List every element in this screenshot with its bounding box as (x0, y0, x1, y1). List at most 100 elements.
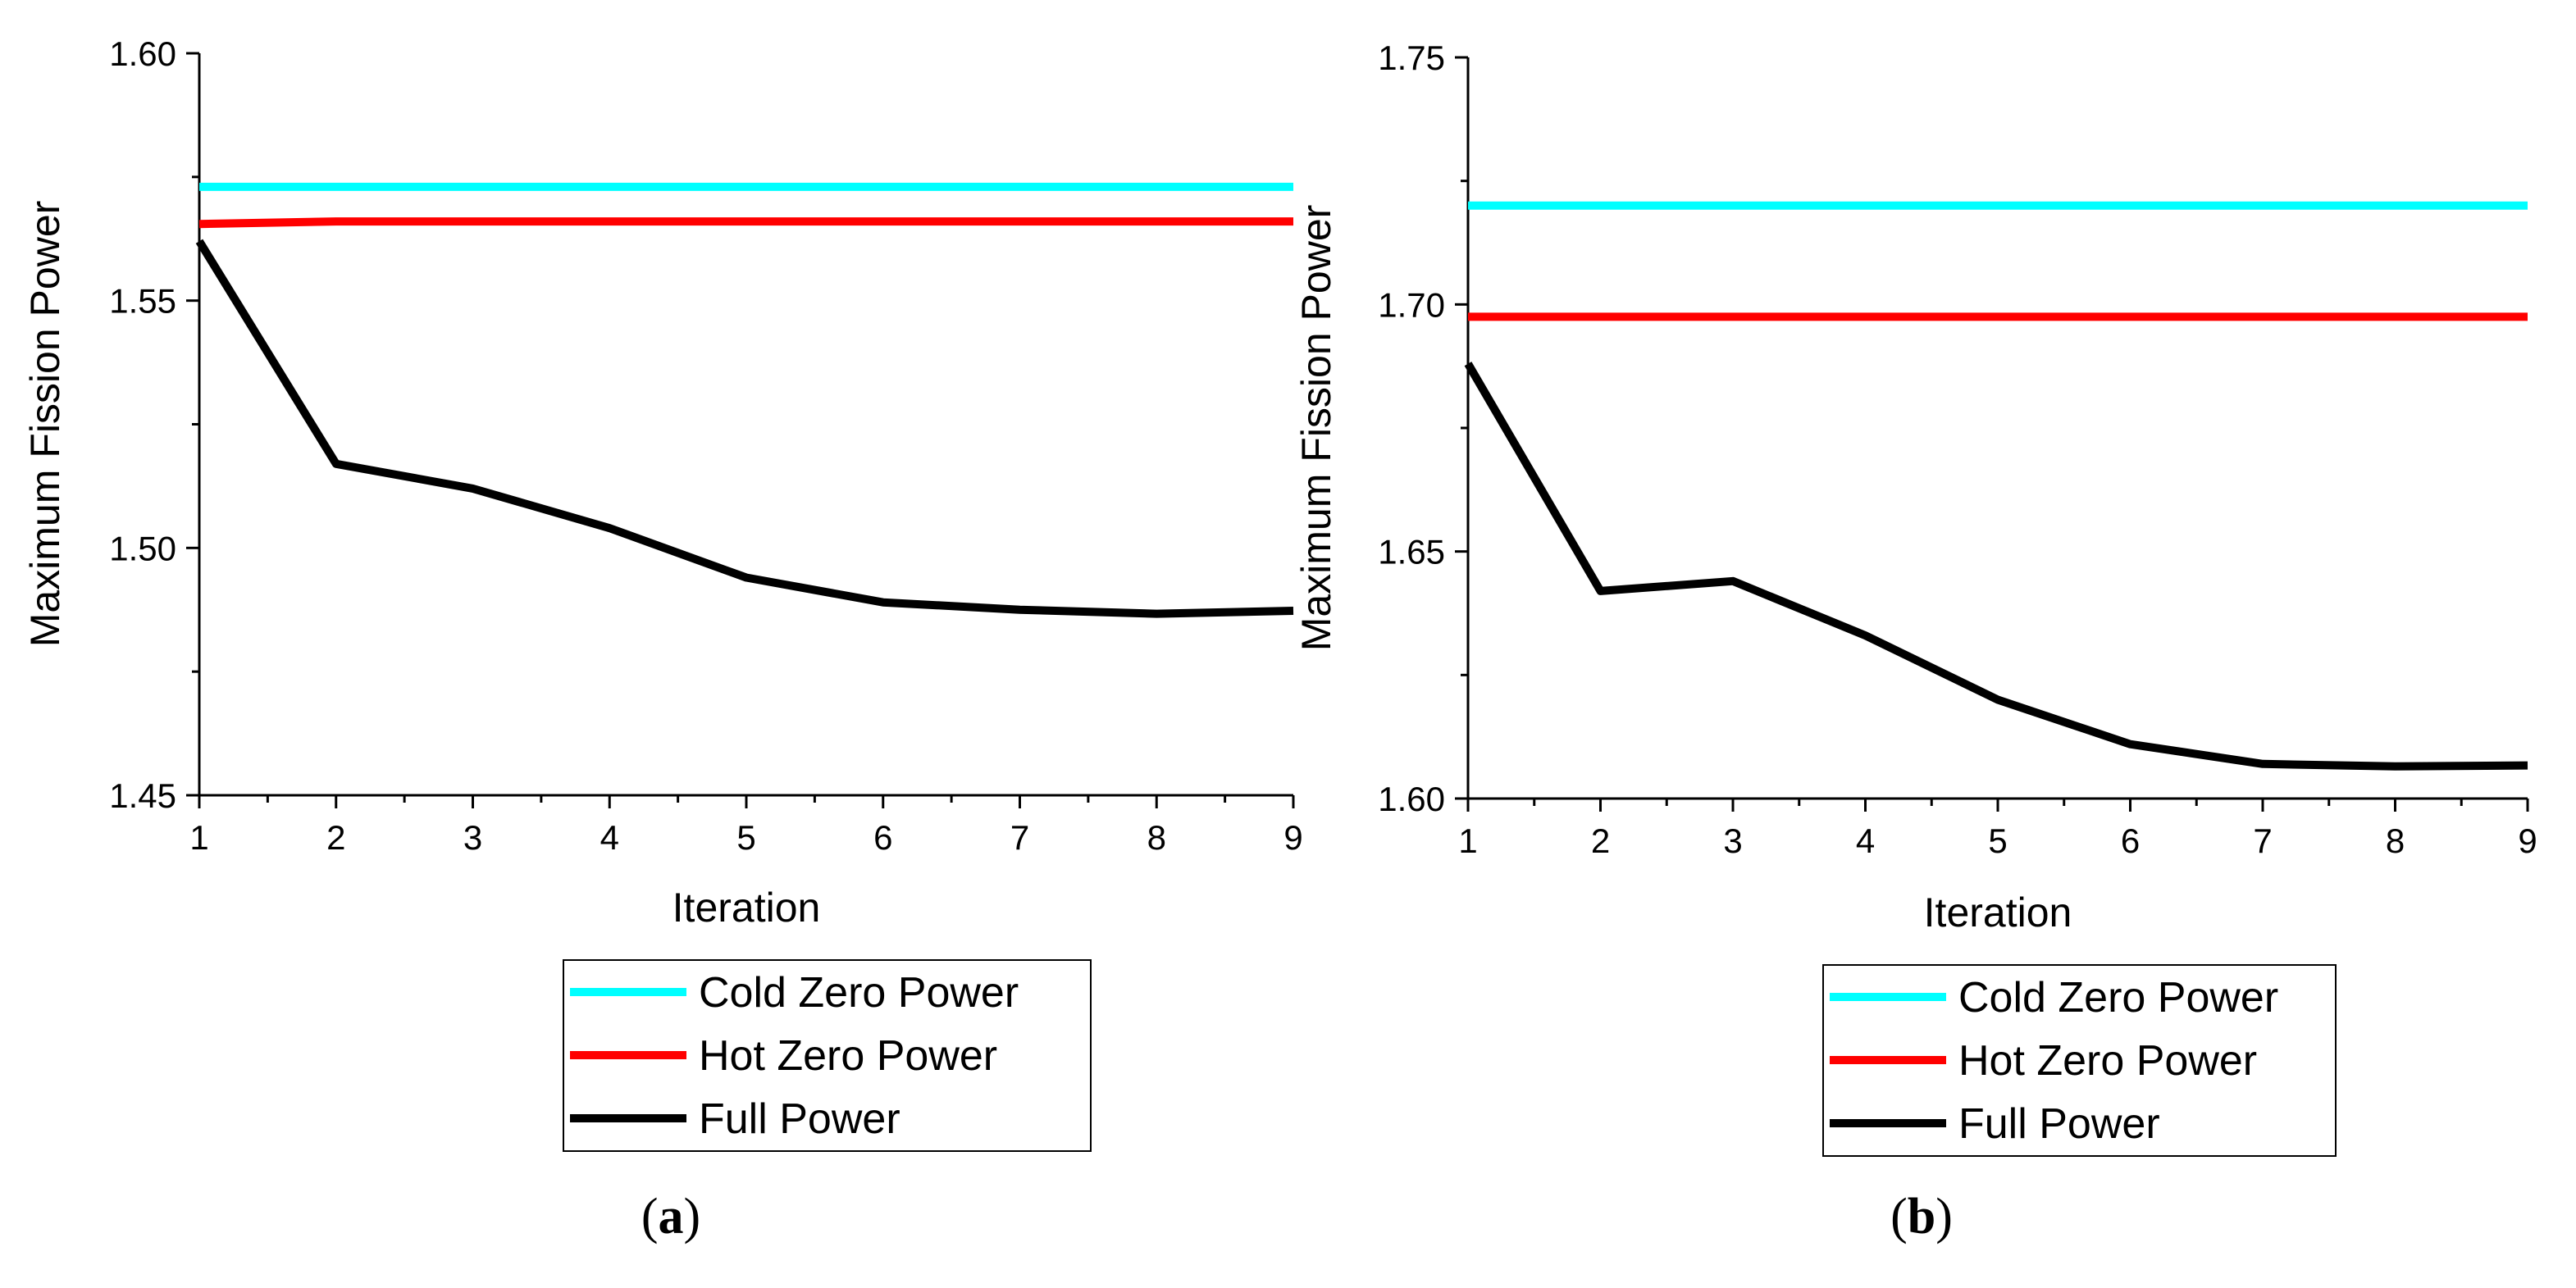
chart1-legend: Cold Zero Power Hot Zero Power Full Power (1822, 964, 2337, 1157)
chart1-x-tick-label: 5 (1988, 821, 2007, 860)
chart0-cold-zero-power-point (882, 186, 883, 187)
chart1-hot-zero-power-point (1733, 316, 1734, 317)
chart1-full-power-point (1733, 580, 1734, 581)
chart1-x-tick-label: 3 (1723, 821, 1742, 860)
chart0-cold-zero-power-point (199, 186, 200, 187)
chart0-hot-zero-power-point (472, 221, 473, 222)
chart0-hot-zero-power-point (746, 221, 747, 222)
chart0-x-tick-label: 4 (600, 818, 619, 857)
chart1-cold-zero-power-point (1865, 205, 1866, 206)
chart1-panel-label-close: ) (1935, 1189, 1953, 1245)
chart1-hot-zero-power-point (1600, 316, 1601, 317)
chart1-y-tick-label: 1.75 (1378, 39, 1445, 77)
chart1-panel-label-open: ( (1890, 1189, 1908, 1245)
chart1-cold-zero-power-point (2263, 205, 2264, 206)
chart0-cold-zero-power-point (1293, 186, 1294, 187)
chart0-full-power-point (746, 577, 747, 578)
chart0-hot-zero-power-point (1019, 221, 1020, 222)
chart1-hot-zero-power-point (2130, 316, 2131, 317)
chart1-cold-zero-power-point (1733, 205, 1734, 206)
chart1-hot-zero-power-point (2263, 316, 2264, 317)
chart0-y-tick-label: 1.45 (109, 776, 176, 815)
chart0-cold-zero-power-point (746, 186, 747, 187)
chart1-x-tick-label: 7 (2253, 821, 2272, 860)
chart0-cold-zero-power-point (1156, 186, 1157, 187)
chart0-full-power-point (199, 241, 200, 242)
chart0-cold-zero-power-point (609, 186, 610, 187)
chart0-hot-zero-power-point (609, 221, 610, 222)
chart0-panel-label-open: ( (641, 1189, 659, 1245)
chart0-panel-label-letter: a (659, 1189, 684, 1245)
chart0-panel-label: (a) (641, 1189, 700, 1245)
chart1-legend-label-full-power: Full Power (1958, 1100, 2160, 1148)
chart0-x-tick-label: 7 (1010, 818, 1029, 857)
chart1-full-power-point (1998, 699, 1999, 700)
chart1-hot-zero-power-point (1468, 316, 1469, 317)
chart1-full-power-point (1600, 590, 1601, 591)
chart1-full-power-point (2395, 766, 2396, 767)
chart1-hot-zero-power-point (1865, 316, 1866, 317)
chart1-full-power-point (1468, 363, 1469, 364)
panel-b: 1.60 1.65 1.70 1.75 1 2 3 4 5 6 7 8 9 Iteration Maximu… (1293, 39, 2537, 1245)
chart1-y-tick-label: 1.65 (1378, 533, 1445, 571)
chart0-legend-label-full-power: Full Power (699, 1095, 900, 1143)
chart0-full-power-line (195, 239, 1294, 618)
chart0-hot-zero-power-point (335, 221, 336, 222)
chart1-y-tick-label: 1.70 (1378, 285, 1445, 324)
chart0-full-power-point (1019, 609, 1020, 610)
chart1-hot-zero-power-point (2395, 316, 2396, 317)
chart1-full-power-point (2263, 763, 2264, 764)
chart0-cold-zero-power-point (1019, 186, 1020, 187)
chart1-cold-zero-power-point (1998, 205, 1999, 206)
chart0-legend-label-hot-zero-power: Hot Zero Power (699, 1032, 997, 1080)
chart0-x-tick-label: 6 (873, 818, 892, 857)
chart0-hot-zero-power-line (198, 217, 1293, 229)
chart0-panel-label-close: ) (684, 1189, 701, 1245)
chart0-cold-zero-power-point (472, 186, 473, 187)
chart0-y-tick-label: 1.50 (109, 529, 176, 567)
chart0-full-power-point (882, 602, 883, 603)
chart1-full-power-line (1464, 362, 2528, 771)
chart0-x-tick-label: 1 (189, 818, 208, 857)
chart1-hot-zero-power-point (1998, 316, 1999, 317)
chart0-y-axis-title: Maximum Fission Power (22, 201, 68, 648)
chart0-cold-zero-power-point (335, 186, 336, 187)
chart0-x-tick-label: 5 (736, 818, 755, 857)
chart0-x-tick-label: 8 (1147, 818, 1166, 857)
chart1-y-tick-label: 1.60 (1378, 780, 1445, 818)
chart0-hot-zero-power-point (1156, 221, 1157, 222)
chart1-x-tick-label: 6 (2121, 821, 2140, 860)
chart1-full-power-point (1865, 635, 1866, 636)
chart1-x-tick-label: 1 (1458, 821, 1477, 860)
panel-a: 1.45 1.50 1.55 1.60 1 2 3 4 5 6 7 8 9 Iteration Maximu… (22, 34, 1303, 1245)
chart1-x-tick-label: 4 (1856, 821, 1875, 860)
chart0-x-tick-label: 2 (326, 818, 345, 857)
chart0-x-tick-label: 3 (463, 818, 482, 857)
chart0-x-tick-label: 9 (1283, 818, 1302, 857)
chart0-y-tick-label: 1.60 (109, 34, 176, 73)
chart0-full-power-point (1156, 613, 1157, 614)
chart1-x-axis-title: Iteration (1924, 890, 2072, 935)
chart0-y-tick-label: 1.55 (109, 282, 176, 321)
chart0-full-power-point (472, 488, 473, 489)
chart1-x-tick-label: 9 (2518, 821, 2537, 860)
chart0-hot-zero-power-point (882, 221, 883, 222)
chart1-cold-zero-power-point (1468, 205, 1469, 206)
chart0-legend: Cold Zero Power Hot Zero Power Full Power (563, 959, 1092, 1152)
chart1-cold-zero-power-point (2395, 205, 2396, 206)
chart0-legend-label-cold-zero-power: Cold Zero Power (699, 969, 1019, 1017)
chart0-hot-zero-power-point (199, 224, 200, 225)
chart0-full-power-point (609, 528, 610, 529)
chart1-cold-zero-power-point (2130, 205, 2131, 206)
chart1-panel-label-letter: b (1908, 1189, 1935, 1245)
chart1-x-tick-label: 2 (1591, 821, 1610, 860)
chart1-legend-label-cold-zero-power: Cold Zero Power (1958, 974, 2278, 1022)
chart1-panel-label: (b) (1890, 1189, 1953, 1245)
chart1-x-tick-label: 8 (2386, 821, 2405, 860)
chart0-x-axis-title: Iteration (672, 885, 821, 931)
chart1-y-axis-title: Maximum Fission Power (1293, 205, 1339, 652)
chart0-full-power-point (335, 463, 336, 464)
chart1-cold-zero-power-point (1600, 205, 1601, 206)
chart1-legend-label-hot-zero-power: Hot Zero Power (1958, 1037, 2257, 1085)
